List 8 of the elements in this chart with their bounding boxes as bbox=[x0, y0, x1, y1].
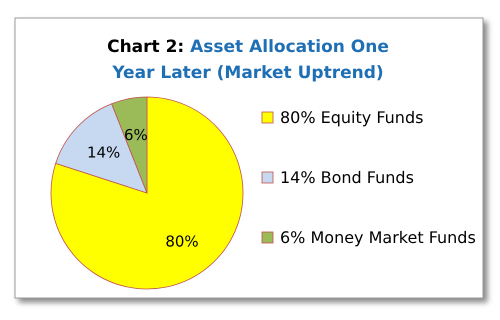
legend-label: 80% Equity Funds bbox=[280, 108, 424, 127]
data-label: 6% bbox=[124, 126, 148, 144]
chart-title: Chart 2: Asset Allocation One Year Later (Market Uptrend) bbox=[107, 37, 389, 83]
pie-slice bbox=[50, 96, 244, 290]
legend-label: 6% Money Market Funds bbox=[280, 228, 476, 247]
data-label: 80% bbox=[165, 232, 199, 250]
data-label: 14% bbox=[86, 144, 120, 162]
legend-label: 14% Bond Funds bbox=[280, 168, 414, 187]
